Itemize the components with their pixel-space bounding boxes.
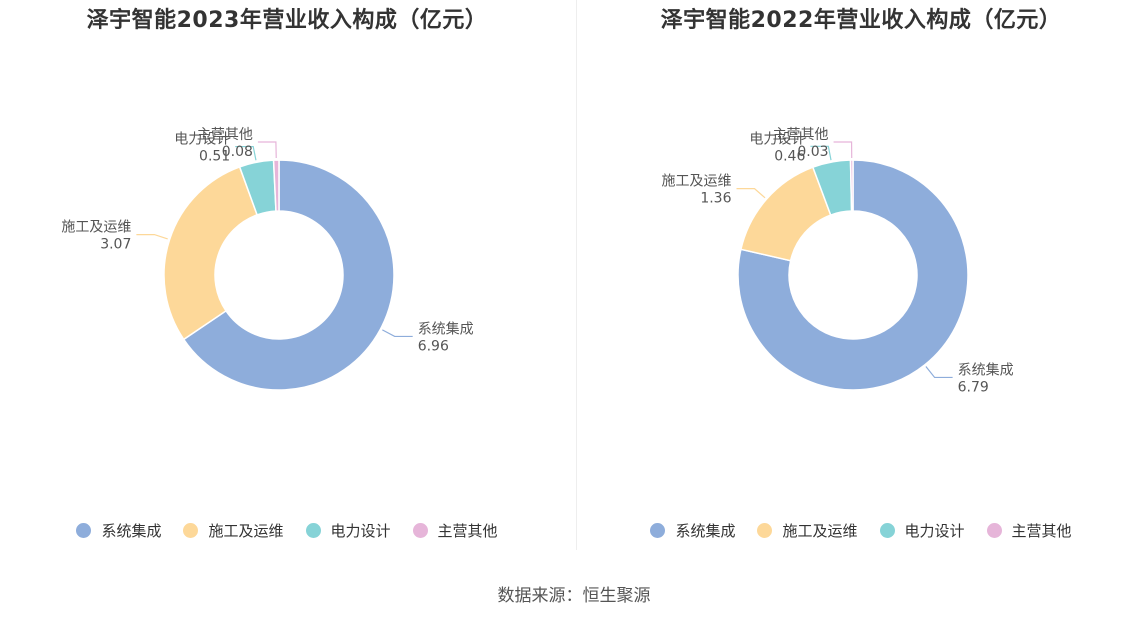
slice-label-other: 主营其他 <box>773 127 829 143</box>
legend-item-other[interactable]: 主营其他 <box>986 520 1072 541</box>
slice-system-integration[interactable] <box>182 159 395 391</box>
leader-line-system-integration <box>382 329 413 338</box>
legend-dot-icon <box>412 523 428 538</box>
legend-item-power-design[interactable]: 电力设计 <box>879 520 965 541</box>
slice-other[interactable] <box>272 159 280 212</box>
slice-label-system-integration: 系统集成 <box>958 361 1014 378</box>
slice-value-construction-ops: 1.36 <box>700 191 731 207</box>
slice-value-power-design: 0.46 <box>774 148 805 164</box>
slice-label-other: 主营其他 <box>197 127 253 143</box>
slice-other[interactable] <box>849 159 854 212</box>
panel-divider <box>576 0 577 550</box>
legend-label: 系统集成 <box>675 522 736 540</box>
leader-line-power-design <box>810 145 832 161</box>
slice-value-construction-ops: 3.07 <box>100 237 131 253</box>
legend-dot-icon <box>183 523 199 538</box>
legend-dot-icon <box>305 523 321 538</box>
legend-dot-icon <box>76 523 92 538</box>
legend-label: 主营其他 <box>1011 522 1072 540</box>
slice-value-system-integration: 6.79 <box>958 379 989 395</box>
leader-line-other <box>833 141 853 159</box>
slice-label-construction-ops: 施工及运维 <box>662 174 732 190</box>
slice-label-construction-ops: 施工及运维 <box>61 220 131 236</box>
slice-label-system-integration: 系统集成 <box>418 320 474 337</box>
legend-dot-icon <box>986 523 1002 538</box>
leader-line-system-integration <box>925 366 953 379</box>
legend-label: 电力设计 <box>330 522 391 540</box>
legend-label: 施工及运维 <box>208 522 284 540</box>
legend-item-power-design[interactable]: 电力设计 <box>305 520 391 541</box>
slice-label-power-design: 电力设计 <box>749 131 805 147</box>
legend-item-other[interactable]: 主营其他 <box>412 520 498 541</box>
leader-line-other <box>257 141 277 159</box>
leader-line-construction-ops <box>136 233 168 240</box>
slice-system-integration[interactable] <box>737 159 969 391</box>
chart-panel-2023: 泽宇智能2023年营业收入构成（亿元） 系统集成 6.96 施工及运维 3.07 电力设… <box>0 0 574 560</box>
legend-item-construction-ops[interactable]: 施工及运维 <box>757 520 858 541</box>
slice-construction-ops[interactable] <box>163 165 259 341</box>
chart-title-2022: 泽宇智能2022年营业收入构成（亿元） <box>660 8 1062 33</box>
legend-dot-icon <box>650 523 666 538</box>
legend-dot-icon <box>879 523 895 538</box>
leader-line-power-design <box>235 145 257 161</box>
slice-value-other: 0.03 <box>797 144 828 160</box>
chart-panel-2022: 泽宇智能2022年营业收入构成（亿元） 系统集成 6.79 施工及运维 1.36 电力设… <box>574 0 1148 560</box>
legend-item-construction-ops[interactable]: 施工及运维 <box>183 520 284 541</box>
legend-label: 主营其他 <box>437 522 498 540</box>
legend-2023: 系统集成 施工及运维 电力设计 主营其他 <box>0 520 574 541</box>
slice-value-system-integration: 6.96 <box>418 338 449 354</box>
slice-construction-ops[interactable] <box>740 166 832 262</box>
leader-line-construction-ops <box>736 188 766 199</box>
slice-label-power-design: 电力设计 <box>174 132 230 148</box>
chart-title-2023: 泽宇智能2023年营业收入构成（亿元） <box>86 8 488 33</box>
legend-2022: 系统集成 施工及运维 电力设计 主营其他 <box>574 520 1148 541</box>
legend-item-system-integration[interactable]: 系统集成 <box>650 520 735 541</box>
legend-dot-icon <box>757 523 773 538</box>
legend-label: 施工及运维 <box>782 522 858 540</box>
legend-label: 系统集成 <box>101 522 162 540</box>
legend-label: 电力设计 <box>904 522 965 540</box>
data-source: 数据来源：恒生聚源 <box>497 586 651 606</box>
legend-item-system-integration[interactable]: 系统集成 <box>76 520 161 541</box>
slice-value-power-design: 0.51 <box>199 149 230 165</box>
slice-value-other: 0.08 <box>222 144 253 160</box>
